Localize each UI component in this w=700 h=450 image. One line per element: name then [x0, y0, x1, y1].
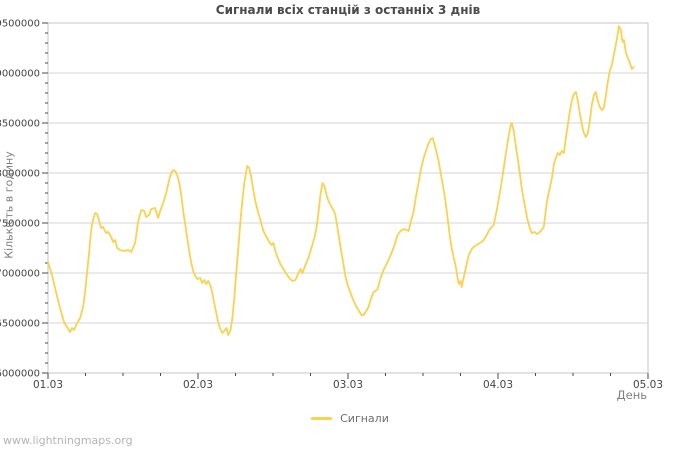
- x-tick-label: 05.03: [633, 379, 663, 391]
- x-axis-title: День: [616, 388, 647, 402]
- y-tick-label: 6000000: [0, 369, 40, 380]
- y-tick-label: 6500000: [0, 319, 40, 330]
- y-axis-title: Кількість в годину: [2, 151, 16, 259]
- legend-series-label: Сигнали: [340, 412, 389, 425]
- series-line: [47, 25, 635, 336]
- plot-border: [47, 22, 649, 374]
- watermark: www.lightningmaps.org: [3, 434, 133, 447]
- x-tick-label: 04.03: [483, 379, 513, 391]
- legend: Сигнали: [0, 412, 700, 425]
- y-tick-label: 8000000: [0, 169, 40, 180]
- x-tick-label: 03.03: [333, 379, 363, 391]
- y-tick-label: 7500000: [0, 219, 40, 230]
- y-tick-label: 8500000: [0, 119, 40, 130]
- chart-title: Сигнали всіх станцій з останніх 3 днів: [215, 3, 481, 17]
- y-tick-label: 9500000: [0, 19, 40, 30]
- legend-line-swatch-icon: [311, 417, 333, 420]
- y-tick-label: 9000000: [0, 69, 40, 80]
- x-tick-label: 01.03: [33, 379, 63, 391]
- y-tick-label: 7000000: [0, 269, 40, 280]
- x-tick-label: 02.03: [183, 379, 213, 391]
